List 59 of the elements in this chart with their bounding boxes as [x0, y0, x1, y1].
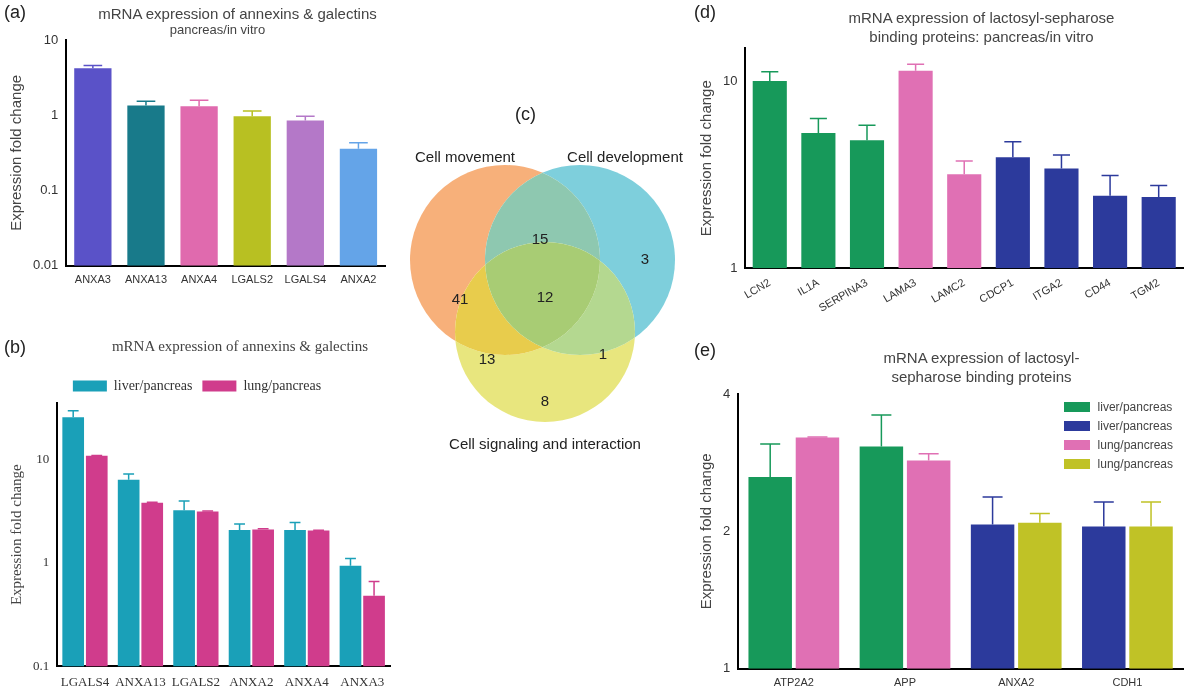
text: 41 — [451, 290, 469, 308]
x-tick-label: LGALS2 — [231, 273, 274, 286]
legend-label: liver/pancreas — [1097, 419, 1173, 433]
y-tick-label: 4 — [723, 385, 731, 401]
chart-title: mRNA expression of lactosyl-sepharose binding proteins: pancreas/in vitro — [847, 8, 1116, 46]
y-tick-label: 10 — [722, 72, 738, 88]
x-tick-label: CDH1 — [1112, 676, 1143, 689]
y-tick-label: 0.1 — [40, 182, 59, 198]
y-axis-title: Expression fold change — [697, 80, 715, 237]
y-tick-label: 1 — [730, 259, 738, 275]
text: 13 — [478, 350, 496, 368]
x-tick-label: ATP2A2 — [773, 676, 814, 689]
chart-title: mRNA expression of annexins & galectins — [110, 337, 370, 356]
x-tick-label: ANXA2 — [998, 676, 1035, 689]
x-tick-label: APP — [894, 676, 917, 689]
x-tick-label: LGALS4 — [60, 673, 110, 689]
text: (e) — [694, 340, 716, 361]
y-tick-label: 1 — [723, 660, 731, 676]
y-tick-label: 1 — [51, 106, 59, 122]
x-tick-label: ANXA13 — [124, 273, 168, 286]
x-tick-label: ANXA3 — [340, 673, 385, 689]
legend-label: liver/pancreas — [113, 377, 193, 393]
y-tick-label: 2 — [723, 522, 731, 538]
y-axis-title: Expression fold change — [697, 453, 715, 610]
x-tick-label: ANXA13 — [115, 673, 166, 689]
x-tick-label: ANXA4 — [284, 673, 330, 689]
x-tick-label: ANXA2 — [229, 673, 274, 689]
y-tick-label: 10 — [36, 450, 50, 466]
x-tick-label: ANXA3 — [74, 273, 111, 286]
legend-label: lung/pancreas — [1097, 457, 1173, 471]
x-tick-label: ANXA4 — [181, 273, 218, 286]
y-axis-title: Expression fold change — [7, 463, 24, 606]
x-tick-label: LGALS4 — [284, 273, 327, 286]
text: 8 — [540, 392, 550, 410]
text: (c) — [515, 104, 536, 125]
text: 1 — [598, 345, 608, 363]
text: (b) — [4, 337, 26, 358]
x-tick-label: ANXA2 — [340, 273, 377, 286]
chart-title: mRNA expression of annexins & galectins — [97, 4, 378, 23]
text: (d) — [694, 2, 716, 23]
text: (a) — [4, 2, 26, 23]
legend-label: lung/pancreas — [243, 377, 322, 393]
y-tick-label: 1 — [42, 554, 50, 570]
legend-label: liver/pancreas — [1097, 400, 1173, 414]
y-tick-label: 0.01 — [32, 257, 59, 273]
legend-label: lung/pancreas — [1097, 438, 1173, 452]
chart-title: mRNA expression of lactosyl-sepharose binding proteins — [882, 348, 1081, 386]
x-tick-label: IL1A — [795, 275, 822, 298]
y-axis-title: Expression fold change — [7, 74, 25, 231]
y-tick-label: 10 — [43, 31, 59, 47]
x-tick-label: LGALS2 — [171, 673, 221, 689]
text: 12 — [536, 288, 554, 306]
text: Cell development — [567, 148, 684, 166]
text: 15 — [531, 230, 549, 248]
chart-subtitle: pancreas/in vitro — [168, 22, 267, 37]
text: Cell signaling and interaction — [449, 435, 641, 453]
text: 3 — [640, 250, 650, 268]
y-tick-label: 0.1 — [33, 657, 50, 673]
text: Cell movement — [414, 148, 516, 166]
